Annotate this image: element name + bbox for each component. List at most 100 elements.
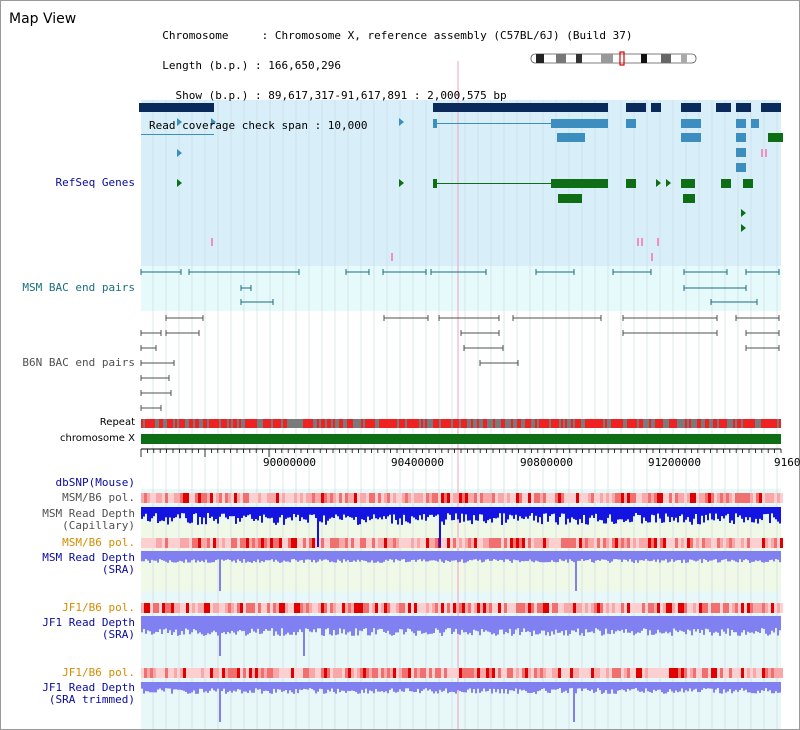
pol-heat-cell <box>498 538 501 548</box>
pol-heat-cell <box>273 538 276 548</box>
pol-heat-cell <box>750 493 753 503</box>
repeat-mark <box>455 419 457 428</box>
read-depth-bar <box>537 551 539 562</box>
read-depth-bar <box>777 682 779 693</box>
read-depth-bar <box>729 551 731 562</box>
read-depth-bar <box>395 682 397 693</box>
read-depth-bar <box>615 551 617 560</box>
read-depth-bar <box>725 682 727 693</box>
repeat-mark <box>263 419 265 428</box>
read-depth-bar <box>157 551 159 563</box>
read-depth-bar <box>477 616 479 632</box>
read-depth-bar <box>695 616 697 632</box>
track-label-msm-b6-pol-1[interactable]: MSM/B6 pol. <box>62 491 135 504</box>
read-depth-bar <box>285 507 287 519</box>
read-depth-bar <box>399 507 401 519</box>
pol-heat-cell <box>249 603 252 613</box>
read-depth-bar <box>407 616 409 629</box>
read-depth-bar <box>173 507 175 519</box>
pol-heat-cell <box>309 538 312 548</box>
read-depth-bar <box>353 551 355 561</box>
repeat-mark <box>553 419 555 428</box>
track-label-jf1-depth-trimmed[interactable]: JF1 Read Depth (SRA trimmed) <box>42 681 135 706</box>
track-label-msm-depth-capillary[interactable]: MSM Read Depth (Capillary) <box>42 507 135 532</box>
read-depth-bar <box>751 551 753 562</box>
read-depth-bar <box>339 507 341 520</box>
read-depth-bar <box>363 616 365 629</box>
read-depth-bar <box>347 507 349 517</box>
pol-heat-cell <box>450 538 453 548</box>
read-depth-bar <box>661 551 663 561</box>
pol-heat-cell <box>774 668 777 678</box>
pol-heat-cell <box>237 668 240 678</box>
gene-block <box>558 194 582 203</box>
pol-heat-cell <box>405 603 408 613</box>
pol-heat-cell <box>183 538 186 548</box>
read-depth-bar <box>709 507 711 514</box>
repeat-mark <box>765 419 767 428</box>
pol-heat-cell <box>507 668 510 678</box>
read-depth-bar <box>293 682 295 694</box>
read-depth-bar <box>607 682 609 694</box>
read-depth-bar <box>707 507 709 521</box>
read-depth-bar <box>689 551 691 560</box>
read-depth-bar <box>697 551 699 561</box>
read-depth-bar <box>445 507 447 520</box>
repeat-mark <box>333 419 335 428</box>
pol-heat-cell <box>297 603 300 613</box>
read-depth-bar <box>225 551 227 560</box>
read-depth-bar <box>701 551 703 563</box>
read-depth-bar <box>655 616 657 634</box>
track-label-jf1-depth-sra[interactable]: JF1 Read Depth (SRA) <box>42 616 135 641</box>
track-label-msm-depth-sra[interactable]: MSM Read Depth (SRA) <box>42 551 135 576</box>
pol-heat-cell <box>633 493 636 503</box>
read-depth-bar <box>657 682 659 690</box>
track-label-msm-b6-pol-2[interactable]: MSM/B6 pol. <box>62 536 135 549</box>
pol-heat-cell <box>264 493 267 503</box>
chromosome-info: Chromosome : Chromosome X, reference ass… <box>149 11 632 151</box>
pol-heat-cell <box>201 668 204 678</box>
repeat-mark <box>447 419 449 428</box>
pol-heat-cell <box>207 493 210 503</box>
read-depth-bar <box>659 551 661 563</box>
read-depth-bar <box>613 616 615 634</box>
repeat-mark <box>443 419 445 428</box>
pol-heat-cell <box>642 603 645 613</box>
track-label-msm-bac[interactable]: MSM BAC end pairs <box>22 281 135 294</box>
pol-heat-cell <box>615 538 618 548</box>
track-label-refseq-genes[interactable]: RefSeq Genes <box>55 176 135 189</box>
pol-heat-cell <box>609 493 612 503</box>
pol-heat-cell <box>405 668 408 678</box>
pol-heat-cell <box>732 538 735 548</box>
read-depth-bar <box>165 616 167 629</box>
repeat-mark <box>525 419 527 428</box>
read-depth-bar <box>311 616 313 633</box>
read-depth-bar <box>735 682 737 690</box>
read-depth-bar <box>509 682 511 691</box>
pol-heat-cell <box>468 493 471 503</box>
track-label-jf1-b6-pol-1[interactable]: JF1/B6 pol. <box>62 601 135 614</box>
track-label-b6n-bac[interactable]: B6N BAC end pairs <box>22 356 135 369</box>
repeat-mark <box>633 419 635 428</box>
gene-block <box>736 133 746 142</box>
read-depth-bar <box>249 682 251 691</box>
strand-arrow <box>741 209 746 217</box>
read-depth-bar <box>723 682 725 690</box>
pol-heat-cell <box>480 538 483 548</box>
read-depth-bar <box>477 682 479 689</box>
read-depth-bar <box>545 551 547 563</box>
read-depth-bar <box>593 551 595 563</box>
read-depth-bar <box>377 616 379 630</box>
read-depth-bar <box>367 507 369 517</box>
repeat-mark <box>233 419 235 428</box>
pol-heat-cell <box>312 668 315 678</box>
pol-heat-cell <box>390 493 393 503</box>
read-depth-bar <box>407 682 409 689</box>
read-depth-bar <box>525 551 527 561</box>
read-depth-bar <box>775 682 777 692</box>
read-depth-bar <box>733 551 735 561</box>
pol-heat-cell <box>210 668 213 678</box>
track-label-jf1-b6-pol-2[interactable]: JF1/B6 pol. <box>62 666 135 679</box>
track-label-dbsnp[interactable]: dbSNP(Mouse) <box>55 476 135 489</box>
